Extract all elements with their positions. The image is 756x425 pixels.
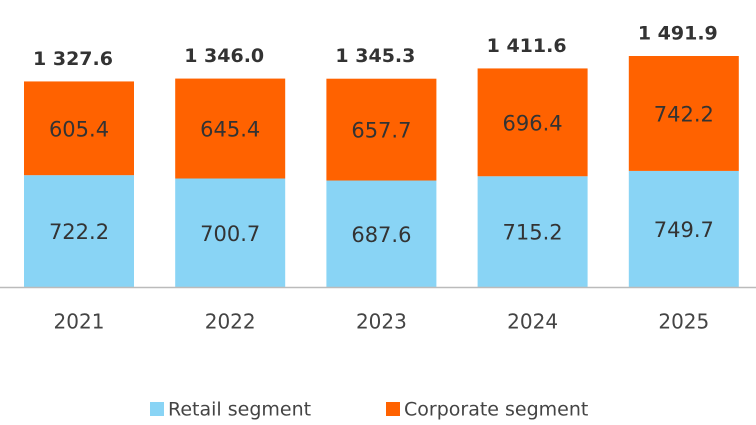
bar-segment bbox=[175, 178, 286, 287]
total-label: 1 491.9 bbox=[638, 23, 718, 45]
legend-label: Corporate segment bbox=[404, 399, 588, 421]
segment-label: 722.2 bbox=[49, 220, 109, 244]
x-tick-label: 2024 bbox=[507, 310, 558, 334]
bar-segment bbox=[477, 68, 588, 177]
x-tick-label: 2021 bbox=[54, 310, 105, 334]
bar-segment bbox=[477, 176, 588, 287]
x-tick-label: 2025 bbox=[658, 310, 709, 334]
total-label: 1 327.6 bbox=[33, 48, 113, 70]
segment-label: 742.2 bbox=[654, 102, 714, 126]
legend-label: Retail segment bbox=[168, 399, 311, 421]
bar-segment bbox=[24, 81, 134, 176]
bar-segment bbox=[175, 78, 286, 179]
total-label: 1 411.6 bbox=[487, 35, 567, 57]
total-label: 1 345.3 bbox=[335, 45, 415, 67]
x-tick-label: 2023 bbox=[356, 310, 407, 334]
segment-label: 715.2 bbox=[503, 221, 563, 245]
legend-swatch bbox=[386, 402, 400, 416]
segment-label: 605.4 bbox=[49, 117, 109, 141]
bar-segment bbox=[24, 175, 134, 287]
segment-label: 657.7 bbox=[351, 119, 411, 143]
total-label: 1 346.0 bbox=[184, 45, 264, 67]
segment-label: 687.6 bbox=[351, 223, 411, 247]
x-tick-label: 2022 bbox=[205, 310, 256, 334]
segment-label: 749.7 bbox=[654, 218, 714, 242]
segment-label: 700.7 bbox=[200, 222, 260, 246]
legend-swatch bbox=[150, 402, 164, 416]
bar-segment bbox=[628, 56, 739, 171]
segment-label: 645.4 bbox=[200, 118, 260, 142]
bar-segment bbox=[326, 78, 437, 181]
bar-segment bbox=[326, 180, 437, 287]
bar-segment bbox=[628, 170, 739, 287]
segment-label: 696.4 bbox=[503, 111, 563, 135]
